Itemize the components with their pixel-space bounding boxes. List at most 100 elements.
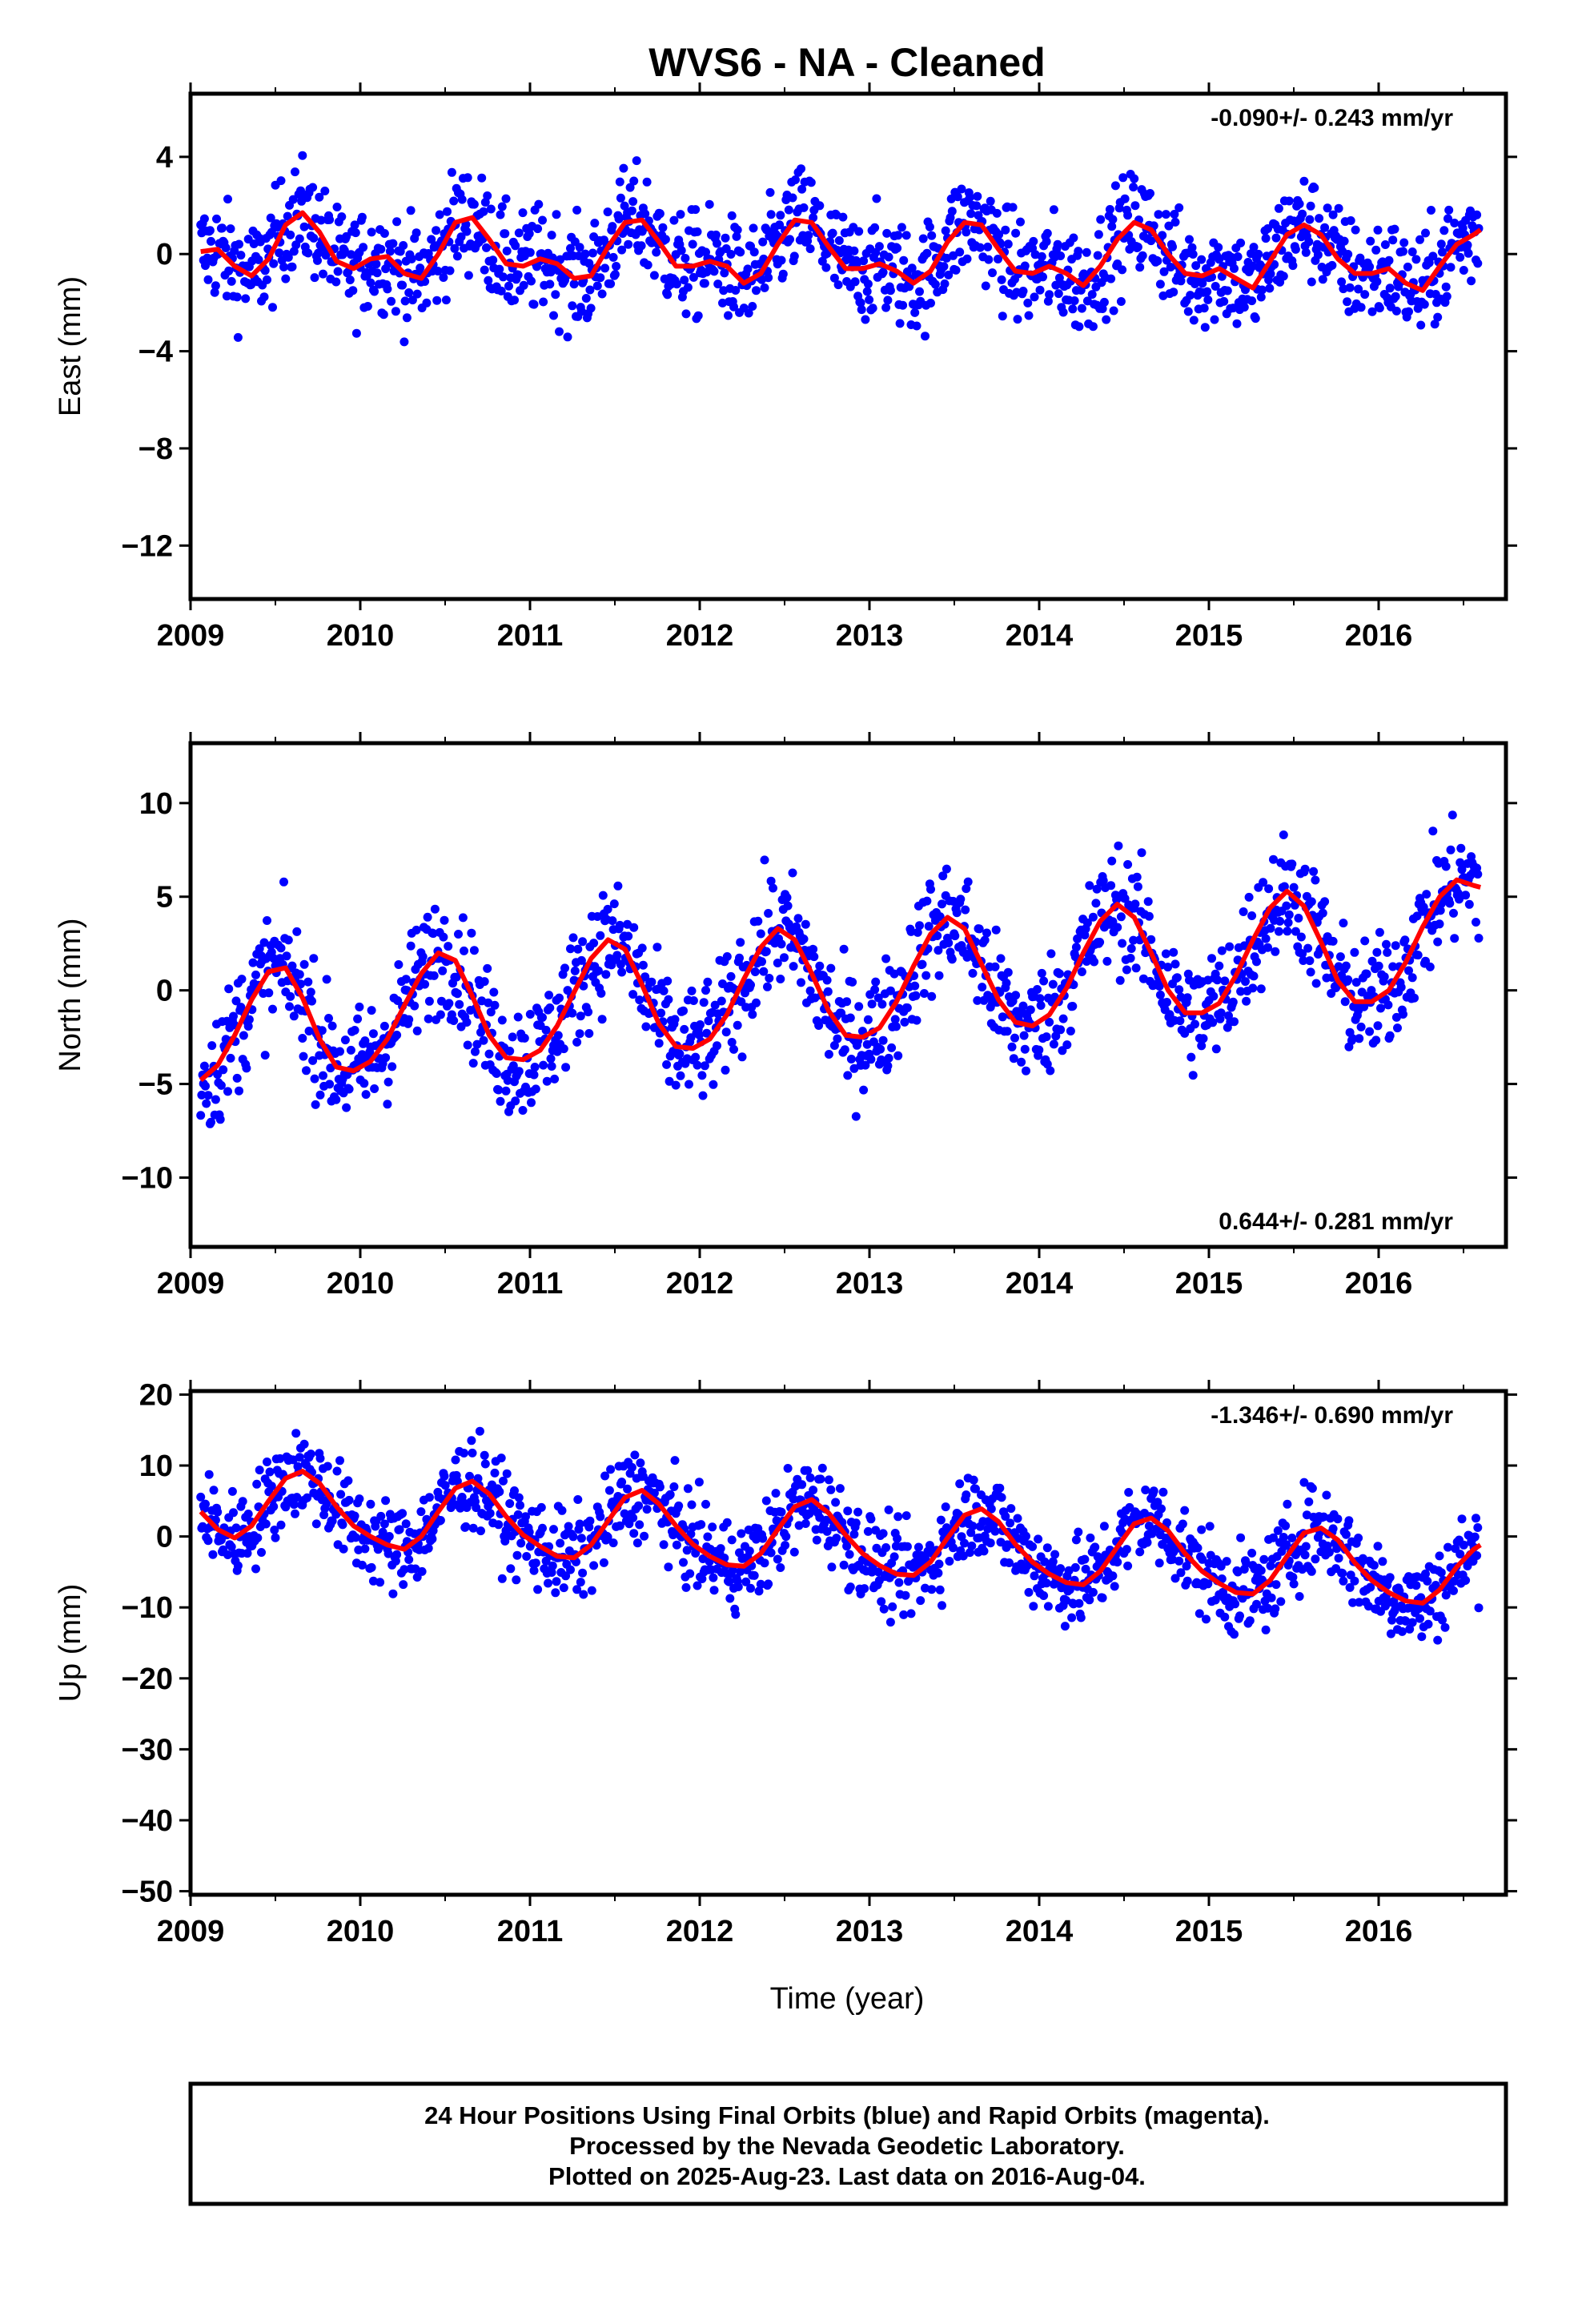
north-data-point <box>693 1060 702 1070</box>
up-data-point <box>1142 1538 1152 1547</box>
east-data-point <box>519 280 528 290</box>
east-data-point <box>1438 247 1447 257</box>
north-data-point <box>1092 884 1102 894</box>
east-data-point <box>625 183 635 192</box>
up-data-point <box>587 1586 596 1595</box>
north-data-point <box>843 1071 853 1080</box>
east-data-point <box>226 224 235 234</box>
north-data-point <box>859 1085 869 1095</box>
north-data-point <box>676 1071 685 1080</box>
east-data-point <box>926 299 935 308</box>
east-data-point <box>563 332 572 342</box>
north-data-point <box>776 975 785 983</box>
up-data-point <box>603 1532 612 1542</box>
north-data-point <box>616 959 625 969</box>
east-data-point <box>1223 286 1232 296</box>
north-data-point <box>480 977 489 987</box>
east-data-point <box>496 210 505 219</box>
north-data-point <box>1182 993 1192 1003</box>
north-data-point <box>576 1011 585 1021</box>
north-data-point <box>1114 841 1123 850</box>
up-data-point <box>693 1581 702 1590</box>
north-data-point <box>885 986 895 995</box>
north-data-point <box>1186 1052 1196 1062</box>
east-data-point <box>912 321 921 331</box>
north-data-point <box>866 1055 876 1064</box>
north-data-point <box>1450 934 1460 943</box>
up-data-point <box>888 1602 897 1611</box>
north-data-point <box>746 980 755 990</box>
up-data-point <box>440 1471 449 1481</box>
east-data-point <box>640 209 650 219</box>
up-data-point <box>338 1520 347 1530</box>
up-data-point <box>1048 1557 1058 1566</box>
east-data-point <box>620 201 629 211</box>
east-data-point <box>392 217 402 227</box>
up-data-point <box>1289 1579 1299 1589</box>
up-data-point <box>773 1554 782 1564</box>
up-data-point <box>490 1468 500 1478</box>
up-data-point <box>935 1585 945 1594</box>
north-data-point <box>1360 936 1370 946</box>
north-data-point <box>1170 959 1180 969</box>
up-data-point <box>1256 1566 1266 1575</box>
up-data-point <box>360 1544 370 1554</box>
north-y-tick-label: 5 <box>156 881 173 915</box>
east-data-point <box>1327 260 1337 270</box>
north-data-point <box>439 932 448 942</box>
up-data-point <box>589 1561 599 1570</box>
north-data-point <box>863 1015 873 1024</box>
up-data-point <box>749 1570 759 1580</box>
east-data-point <box>580 249 590 259</box>
up-data-point <box>1333 1514 1343 1524</box>
up-data-point <box>1338 1569 1347 1578</box>
east-data-point <box>536 249 546 259</box>
up-data-point <box>204 1470 214 1479</box>
north-data-point <box>568 933 578 943</box>
up-data-point <box>669 1530 678 1540</box>
up-data-point <box>1345 1582 1355 1592</box>
north-data-point <box>823 987 833 996</box>
up-data-point <box>1436 1568 1446 1578</box>
east-data-point <box>1233 252 1243 261</box>
up-data-point <box>428 1534 437 1544</box>
east-data-point <box>1129 183 1138 192</box>
east-data-point <box>777 255 786 265</box>
east-data-point <box>1343 297 1352 307</box>
east-data-point <box>1094 230 1103 239</box>
up-data-point <box>243 1549 252 1558</box>
up-x-tick-label: 2009 <box>157 1915 225 1948</box>
north-data-point <box>759 967 769 976</box>
north-data-point <box>248 958 258 967</box>
up-data-point <box>955 1479 965 1489</box>
north-data-point <box>601 970 611 979</box>
up-data-point <box>1074 1527 1083 1537</box>
north-data-point <box>1365 1027 1375 1036</box>
north-data-point <box>494 1085 504 1095</box>
east-data-point <box>718 298 727 308</box>
up-data-point <box>1043 1602 1053 1611</box>
up-data-point <box>1344 1516 1354 1526</box>
north-data-point <box>1339 919 1348 928</box>
up-data-point <box>1122 1545 1131 1554</box>
up-data-point <box>461 1522 471 1531</box>
up-data-point <box>1205 1522 1215 1531</box>
north-data-point <box>527 1098 536 1108</box>
north-data-point <box>215 1115 225 1124</box>
east-data-point <box>400 296 410 306</box>
up-data-point <box>839 1560 849 1570</box>
up-data-point <box>831 1498 841 1507</box>
east-data-point <box>462 227 472 236</box>
up-data-point <box>1301 1542 1311 1551</box>
up-data-point <box>1202 1614 1211 1624</box>
north-data-point <box>927 991 937 1001</box>
east-data-point <box>1203 287 1212 296</box>
east-data-point <box>513 270 523 279</box>
east-data-point <box>1313 250 1323 259</box>
north-data-point <box>1239 907 1248 916</box>
east-data-point <box>676 210 685 219</box>
up-data-point <box>1386 1629 1395 1638</box>
up-data-point <box>1459 1540 1468 1550</box>
up-data-point <box>925 1541 934 1550</box>
north-data-point <box>264 988 274 998</box>
